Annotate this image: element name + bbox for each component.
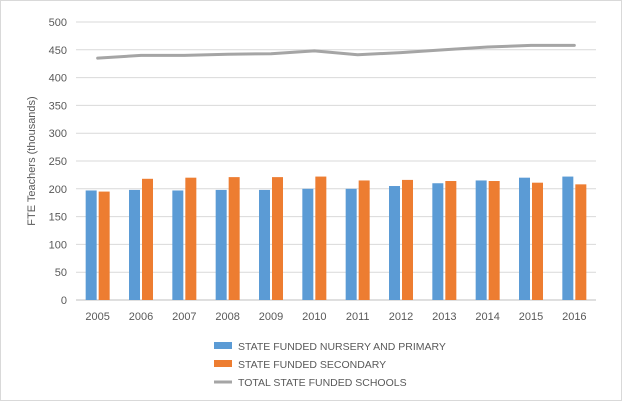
bar-state-funded-nursery-and-primary-2012	[389, 186, 400, 300]
x-tick-label: 2005	[85, 311, 109, 323]
legend-label: TOTAL STATE FUNDED SCHOOLS	[238, 377, 407, 389]
y-tick-label: 100	[49, 239, 67, 251]
bar-state-funded-secondary-2008	[228, 177, 240, 300]
bar-state-funded-secondary-2015	[532, 182, 543, 300]
bar-state-funded-secondary-2009	[272, 177, 283, 300]
x-tick-label: 2008	[215, 311, 239, 323]
y-axis-title: FTE Teachers (thousands)	[26, 96, 38, 225]
y-tick-label: 0	[61, 295, 67, 307]
x-tick-label: 2007	[172, 311, 196, 323]
legend-swatch	[214, 342, 232, 349]
x-tick-label: 2013	[432, 311, 456, 323]
y-tick-label: 50	[55, 267, 67, 279]
y-tick-label: 350	[49, 100, 67, 112]
y-tick-label: 150	[49, 212, 67, 224]
grid-lines	[76, 21, 596, 301]
x-tick-label: 2014	[475, 311, 499, 323]
x-tick-label: 2006	[129, 311, 153, 323]
bars	[85, 176, 587, 300]
bar-state-funded-nursery-and-primary-2016	[562, 176, 574, 300]
y-tick-label: 500	[49, 17, 67, 29]
bar-state-funded-secondary-2014	[488, 181, 500, 300]
bar-state-funded-secondary-2005	[98, 191, 110, 300]
bar-state-funded-secondary-2010	[315, 176, 327, 300]
bar-state-funded-secondary-2012	[402, 179, 413, 300]
y-tick-label: 300	[49, 128, 67, 140]
bar-state-funded-nursery-and-primary-2007	[172, 190, 184, 300]
x-tick-label: 2009	[259, 311, 283, 323]
bar-state-funded-nursery-and-primary-2011	[345, 188, 357, 300]
legend-swatch	[214, 360, 232, 367]
bar-state-funded-secondary-2006	[142, 178, 153, 300]
y-tick-label: 200	[49, 184, 67, 196]
line-series-total-state-funded-schools	[96, 43, 576, 60]
bar-state-funded-nursery-and-primary-2015	[519, 177, 530, 300]
x-tick-label: 2016	[562, 311, 586, 323]
y-tick-label: 250	[49, 156, 67, 168]
legend-label: STATE FUNDED SECONDARY	[238, 359, 386, 371]
bar-state-funded-nursery-and-primary-2006	[129, 189, 140, 300]
bar-state-funded-secondary-2007	[185, 177, 197, 300]
x-tick-label: 2012	[389, 311, 413, 323]
y-tick-label: 450	[49, 45, 67, 57]
bar-state-funded-nursery-and-primary-2014	[475, 180, 487, 300]
bar-state-funded-secondary-2011	[358, 180, 370, 300]
y-axis-tick-labels: 0 50 100 150 200 250 300 350 400 450 500	[49, 17, 67, 307]
bar-state-funded-secondary-2016	[575, 184, 587, 300]
total-line	[96, 43, 576, 60]
bar-state-funded-nursery-and-primary-2005	[85, 190, 97, 300]
y-tick-label: 400	[49, 73, 67, 85]
bar-state-funded-nursery-and-primary-2010	[302, 188, 314, 300]
x-tick-label: 2010	[302, 311, 326, 323]
bar-state-funded-nursery-and-primary-2013	[432, 183, 444, 300]
bar-state-funded-nursery-and-primary-2008	[215, 189, 227, 300]
legend: STATE FUNDED NURSERY AND PRIMARY STATE FU…	[214, 341, 446, 389]
bar-state-funded-secondary-2013	[445, 181, 457, 300]
legend-label: STATE FUNDED NURSERY AND PRIMARY	[238, 341, 446, 353]
x-tick-label: 2011	[346, 311, 370, 323]
x-axis-tick-labels: 2005 2006 2007 2008 2009 2010 2011 2012 2013 2014…	[85, 311, 586, 323]
bar-state-funded-nursery-and-primary-2009	[259, 189, 270, 300]
x-tick-label: 2015	[519, 311, 543, 323]
